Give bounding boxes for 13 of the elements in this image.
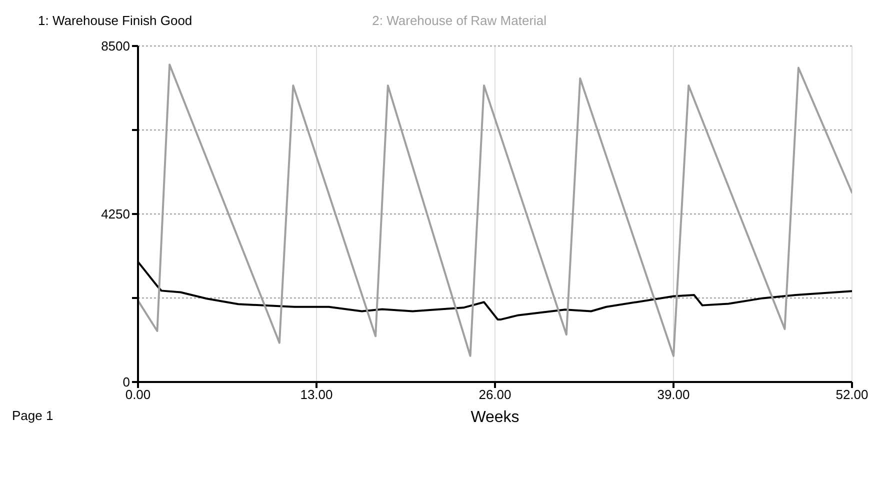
x-tick-label: 0.00 <box>125 387 151 402</box>
x-tick-label: 52.00 <box>836 387 868 402</box>
y-tick-label: 8500 <box>101 38 130 54</box>
x-tick-label: 13.00 <box>300 387 333 402</box>
x-axis-title: Weeks <box>470 409 520 426</box>
text: 2: Warehouse of Raw Material <box>372 12 547 28</box>
x-tick-label: 26.00 <box>478 387 512 402</box>
text: 1: Warehouse Finish Good <box>38 12 192 28</box>
y-tick-label: 4250 <box>101 206 130 222</box>
line-series <box>138 64 852 357</box>
x-tick-label: 39.00 <box>657 387 690 402</box>
text: Page 1 <box>12 408 54 423</box>
y-tick-label: 0 <box>122 374 130 390</box>
